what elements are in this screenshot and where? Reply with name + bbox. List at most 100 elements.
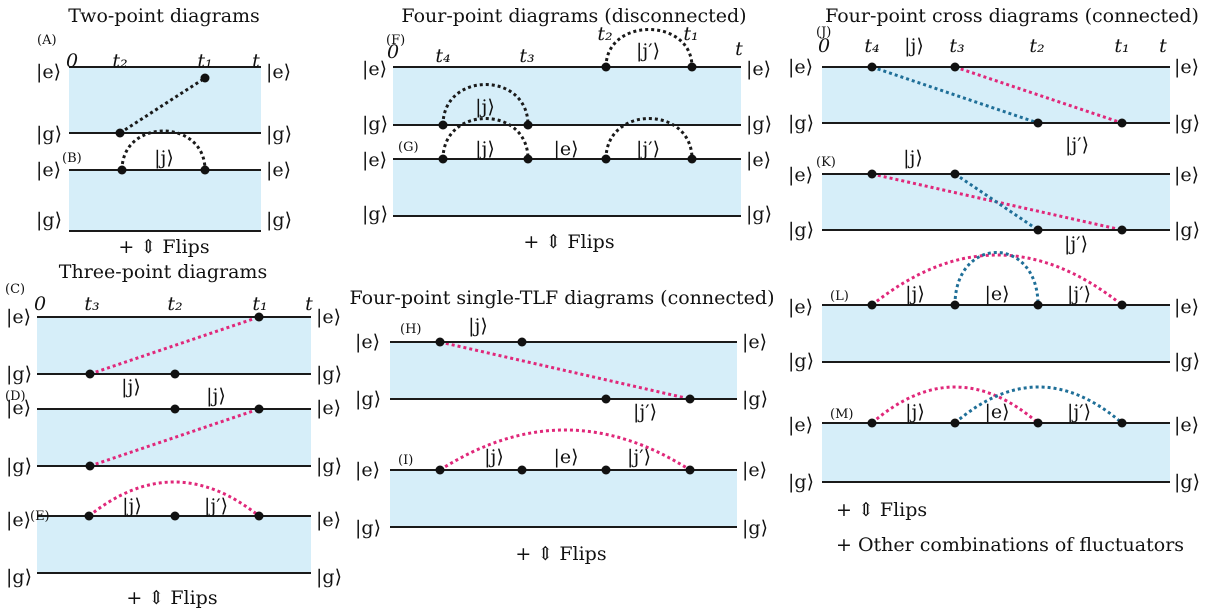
ket-g-d-left: |g⟩	[6, 455, 32, 477]
panel-label-l: (L)	[830, 289, 849, 304]
ket-g-d-right: |g⟩	[316, 455, 342, 477]
ket-jprime-h: |j′⟩	[633, 401, 657, 423]
ket-g-a-left: |g⟩	[36, 123, 62, 145]
time-t2-f: t₂	[597, 23, 612, 45]
title-four-point-cross: Four-point cross diagrams (connected)	[825, 5, 1199, 27]
title-two-point: Two-point diagrams	[68, 5, 260, 27]
ket-e-h-left: |e⟩	[355, 331, 380, 353]
link-j-0	[871, 65, 1039, 125]
flips-note-three-point: + ⇕ Flips	[126, 587, 217, 609]
ket-j-c: |j⟩	[121, 376, 141, 398]
ket-e-i-mid: |e⟩	[553, 446, 578, 468]
ket-jprime-l: |j′⟩	[1067, 283, 1091, 305]
panel-label-h: (H)	[400, 322, 421, 337]
link-arc-g-1	[604, 117, 694, 160]
vertex-f-2	[438, 120, 448, 130]
time-t1-j: t₁	[1114, 35, 1129, 57]
bands-layer	[37, 67, 1170, 573]
vertex-c-1	[170, 369, 180, 379]
ket-g-j-left: |g⟩	[788, 112, 814, 134]
ket-e-a-right: |e⟩	[266, 61, 291, 83]
vertex-l-0	[867, 300, 877, 310]
ket-jprime-f: |j′⟩	[636, 40, 660, 62]
vertex-l-3	[1117, 300, 1127, 310]
vertex-e-1	[170, 511, 180, 521]
ket-e-g-mid: |e⟩	[553, 138, 578, 160]
ket-e-k-left: |e⟩	[788, 164, 813, 186]
vertex-j-2	[1033, 118, 1043, 128]
vertex-e-0	[84, 511, 94, 521]
panel-label-g: (G)	[398, 140, 419, 155]
ket-e-h-right: |e⟩	[742, 331, 767, 353]
vertex-g-3	[687, 154, 697, 164]
ket-jprime-k: |j′⟩	[1064, 233, 1088, 255]
time-t1-a: t₁	[197, 50, 212, 72]
time-zero-a: 0	[66, 50, 78, 72]
time-t4-j: t₄	[864, 35, 879, 57]
time-t2-a: t₂	[112, 50, 127, 72]
ket-e-f-right: |e⟩	[746, 58, 771, 80]
flips-note-four-point-single-tlf: + ⇕ Flips	[515, 543, 606, 565]
vertex-f-3	[523, 120, 533, 130]
band-d	[37, 409, 311, 466]
band-f	[393, 67, 741, 125]
ket-e-g-left: |e⟩	[362, 149, 387, 171]
ket-g-j-right: |g⟩	[1174, 112, 1200, 134]
panel-label-a: (A)	[37, 33, 57, 48]
title-four-point-disconnected: Four-point diagrams (disconnected)	[401, 5, 746, 27]
title-three-point: Three-point diagrams	[59, 261, 267, 283]
title-four-point-single-tlf: Four-point single-TLF diagrams (connecte…	[350, 287, 775, 309]
ket-e-j-right: |e⟩	[1174, 56, 1199, 78]
ket-g-l-left: |g⟩	[788, 350, 814, 372]
vertex-h-3	[685, 394, 695, 404]
flips-note-cross: + ⇕ Flips	[836, 499, 927, 521]
ket-e-l-left: |e⟩	[788, 296, 813, 318]
vertex-k-0	[867, 169, 877, 179]
link-arc-b-0	[120, 129, 207, 171]
vertex-b-1	[200, 165, 210, 175]
panel-label-c: (C)	[5, 282, 25, 297]
ket-j-f: |j⟩	[475, 96, 495, 118]
link-arc-l-0	[871, 253, 1123, 307]
time-t-a: t	[252, 50, 260, 72]
time-zero-c: 0	[34, 293, 46, 315]
time-t-c: t	[305, 293, 313, 315]
ket-jprime-m: |j′⟩	[1067, 401, 1091, 423]
ket-e-l-mid: |e⟩	[984, 283, 1009, 305]
link-arc-m-1	[954, 385, 1123, 425]
ket-g-g-left: |g⟩	[362, 203, 388, 225]
ket-e-m-mid: |e⟩	[984, 401, 1009, 423]
vertex-e-2	[254, 511, 264, 521]
vertex-j-3	[1117, 118, 1127, 128]
ket-g-k-left: |g⟩	[788, 219, 814, 241]
ket-g-g-right: |g⟩	[746, 203, 772, 225]
ket-g-a-right: |g⟩	[266, 123, 292, 145]
vertex-a-0	[115, 128, 125, 138]
time-t-j: t	[1159, 35, 1167, 57]
ket-g-l-right: |g⟩	[1174, 350, 1200, 372]
vertex-k-2	[1033, 225, 1043, 235]
panel-label-d: (D)	[5, 389, 26, 404]
vertex-g-1	[523, 154, 533, 164]
link-h-0	[439, 340, 691, 401]
vertex-m-1	[950, 418, 960, 428]
vertex-f-0	[601, 62, 611, 72]
ket-j-j: |j⟩	[904, 35, 924, 57]
band-e	[37, 516, 311, 573]
ket-jprime-g: |j′⟩	[636, 138, 660, 160]
vertex-h-1	[517, 337, 527, 347]
ket-e-f-left: |e⟩	[362, 58, 387, 80]
ket-j-i: |j⟩	[484, 446, 504, 468]
time-t2-j: t₂	[1029, 35, 1044, 57]
flips-note-two-point: + ⇕ Flips	[118, 236, 209, 258]
ket-g-f-left: |g⟩	[362, 113, 388, 135]
vertex-a-1	[200, 73, 210, 83]
time-zero-f: 0	[387, 41, 399, 63]
other-combinations-note: + Other combinations of fluctuators	[836, 534, 1184, 556]
ket-j-b: |j⟩	[154, 147, 174, 169]
ket-g-k-right: |g⟩	[1174, 219, 1200, 241]
ket-g-b-left: |g⟩	[36, 209, 62, 231]
time-t1-f: t₁	[683, 23, 698, 45]
